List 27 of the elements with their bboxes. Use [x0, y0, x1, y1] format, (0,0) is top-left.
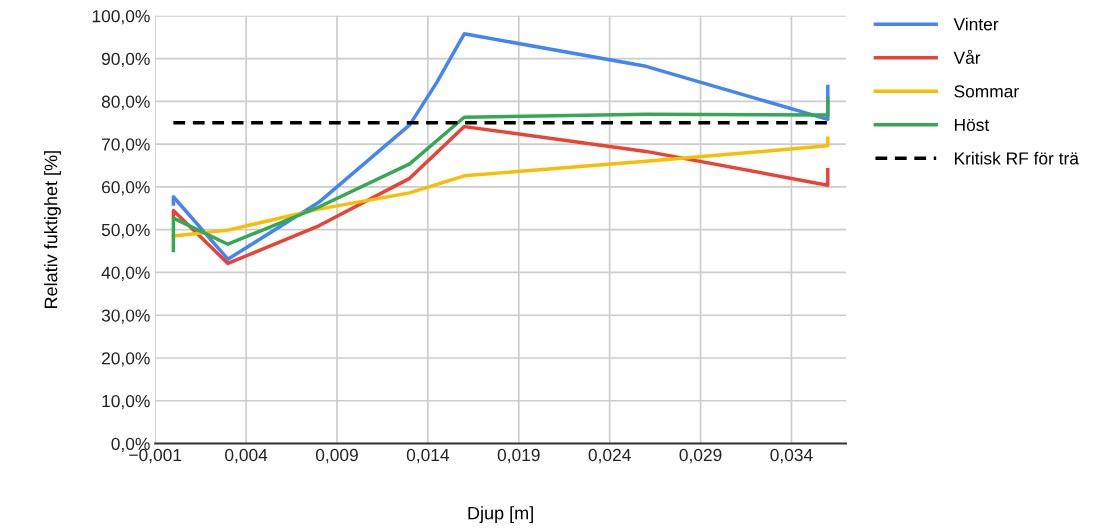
- legend-label: Vinter: [953, 17, 999, 31]
- x-tick-label: 0,004: [225, 448, 268, 464]
- x-tick-label: 0,024: [588, 448, 631, 464]
- legend-label: Höst: [954, 118, 990, 132]
- y-tick-label: 90,0%: [101, 52, 150, 68]
- x-axis-title: Djup [m]: [468, 506, 533, 524]
- legend-label: Sommar: [954, 85, 1019, 98]
- x-tick-label: 0,009: [315, 448, 358, 464]
- x-tick-label: 0,019: [497, 448, 540, 464]
- line-series: [171, 124, 830, 266]
- y-tick-label: 20,0%: [101, 352, 150, 367]
- y-tick-label: 60,0%: [102, 181, 150, 196]
- line-series: [171, 97, 830, 253]
- y-tick-label: 10,0%: [102, 394, 150, 410]
- y-tick-label: 40,0%: [101, 266, 150, 281]
- y-tick-label: 80,0%: [101, 95, 150, 110]
- line-series: [171, 32, 830, 261]
- x-tick-label: 0,034: [770, 448, 813, 464]
- y-tick-label: 30,0%: [101, 309, 150, 324]
- y-tick-label: 100,0%: [92, 10, 150, 25]
- legend-label: Vår: [953, 49, 981, 64]
- x-tick-label: 0,014: [406, 448, 450, 464]
- y-tick-label: 70,0%: [102, 138, 150, 153]
- y-axis-title: Relativ fuktighet [%]: [44, 151, 61, 308]
- y-tick-label: 50,0%: [101, 223, 150, 239]
- legend-label: Kritisk RF för trä: [954, 151, 1079, 165]
- x-tick-label: 0,029: [679, 448, 722, 464]
